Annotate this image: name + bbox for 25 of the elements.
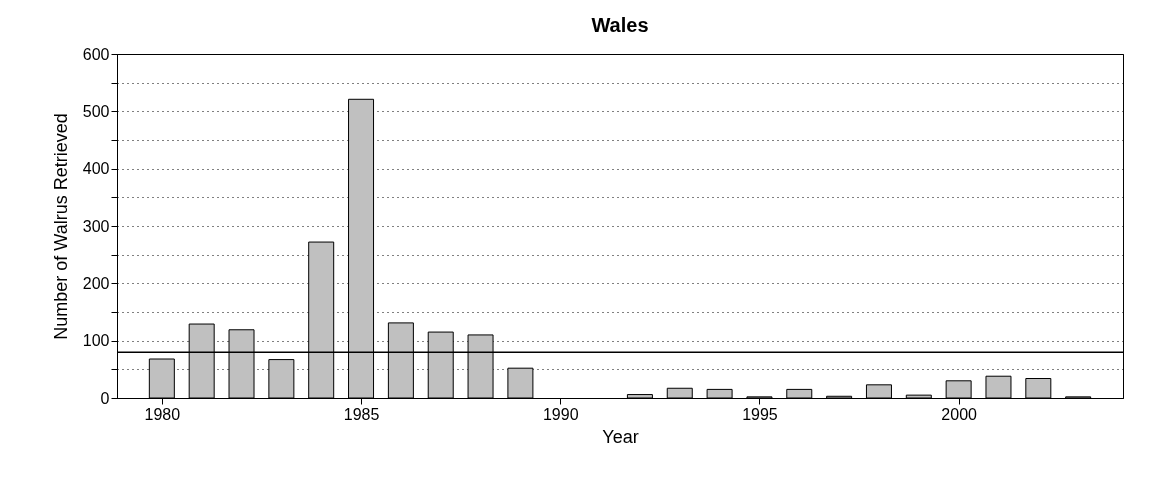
chart-title: Wales bbox=[591, 14, 649, 36]
x-axis-title: Year bbox=[602, 426, 639, 447]
bar bbox=[666, 387, 693, 399]
bar bbox=[1025, 378, 1052, 399]
y-tick-label: 600 bbox=[82, 45, 110, 63]
bar bbox=[626, 394, 653, 399]
x-tick-label: 1995 bbox=[742, 405, 778, 423]
bar bbox=[905, 394, 932, 399]
y-tick-label: 100 bbox=[82, 332, 110, 350]
y-tick-label: 0 bbox=[100, 389, 110, 407]
bar bbox=[786, 388, 813, 399]
x-tick-label: 1980 bbox=[144, 405, 181, 423]
bar bbox=[985, 375, 1012, 399]
bar bbox=[865, 384, 892, 399]
y-tick-label: 500 bbox=[82, 102, 110, 120]
y-tick-label: 400 bbox=[82, 160, 110, 178]
y-tick-label: 300 bbox=[82, 217, 110, 235]
bar bbox=[507, 367, 534, 399]
x-tick-label: 2000 bbox=[941, 405, 978, 423]
bar bbox=[268, 359, 295, 399]
y-tick-label: 200 bbox=[82, 274, 110, 292]
y-axis-title: Number of Walrus Retrieved bbox=[50, 113, 71, 340]
x-tick-label: 1990 bbox=[542, 405, 579, 423]
bar bbox=[706, 388, 733, 399]
x-tick-label: 1985 bbox=[343, 405, 380, 423]
